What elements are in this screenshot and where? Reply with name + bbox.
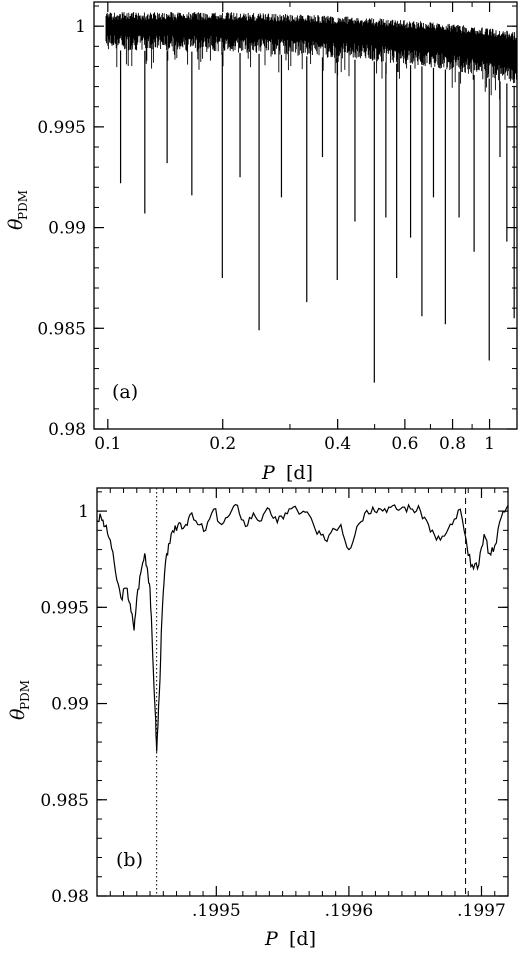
y-tick-label: 0.98 [48,420,86,440]
y-tick-label: 0.995 [40,598,89,618]
x-axis-var: P [264,928,279,950]
panel-b-label: (b) [116,849,143,871]
x-axis-unit: [d] [289,928,316,950]
x-tick-label: 0.8 [439,434,466,454]
x-tick-label: .1995 [192,901,241,921]
panel-a-y-axis-label: θ PDM [5,190,30,230]
panel-b-frame [96,487,509,897]
y-tick-label: 0.985 [37,319,86,339]
y-axis-symbol: θ [5,218,27,230]
series-line [96,503,509,752]
y-tick-label: 0.995 [37,118,86,138]
x-tick-label: .1996 [325,901,374,921]
y-tick-label: 1 [78,502,89,522]
noise-band [105,12,517,100]
y-axis-subscript: PDM [16,190,30,220]
x-tick-label: 1 [484,434,495,454]
x-tick-label: 0.6 [391,434,418,454]
y-tick-label: 1 [75,17,86,37]
panel-b-x-axis-label: P [d] [264,928,316,950]
panel-b-data [96,488,509,896]
panel-b-ticks: 0.98 0.985 0.99 0.995 1 .1995 .1996 .1997 [40,488,508,921]
panel-b-y-axis-label: θ PDM [7,680,32,720]
y-tick-label: 0.985 [40,791,89,811]
panel-a-ticks: 0.98 0.985 0.99 0.995 1 0.1 0.2 0.4 0.6 0.8 1 [37,2,517,454]
y-tick-label: 0.99 [48,219,86,239]
x-tick-label: .1997 [457,901,506,921]
panel-a-label: (a) [112,381,138,403]
panel-a-data [105,12,517,383]
panel-a-frame [93,1,518,430]
panel-b: 0.98 0.985 0.99 0.995 1 .1995 .1996 .1997 (b) P… [7,487,509,950]
y-axis-symbol: θ [7,708,29,720]
panel-a-x-axis-label: P [d] [261,462,313,484]
x-tick-label: 0.1 [94,434,121,454]
x-axis-unit: [d] [286,462,313,484]
y-tick-label: 0.99 [51,695,89,715]
y-axis-subscript: PDM [18,680,32,710]
x-tick-label: 0.2 [209,434,236,454]
y-tick-label: 0.98 [51,887,89,907]
x-tick-label: 0.4 [324,434,351,454]
x-axis-var: P [261,462,276,484]
